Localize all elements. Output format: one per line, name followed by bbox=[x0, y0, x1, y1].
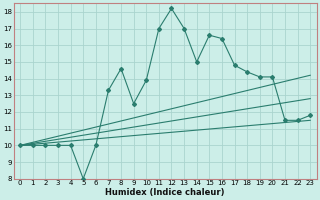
X-axis label: Humidex (Indice chaleur): Humidex (Indice chaleur) bbox=[106, 188, 225, 197]
